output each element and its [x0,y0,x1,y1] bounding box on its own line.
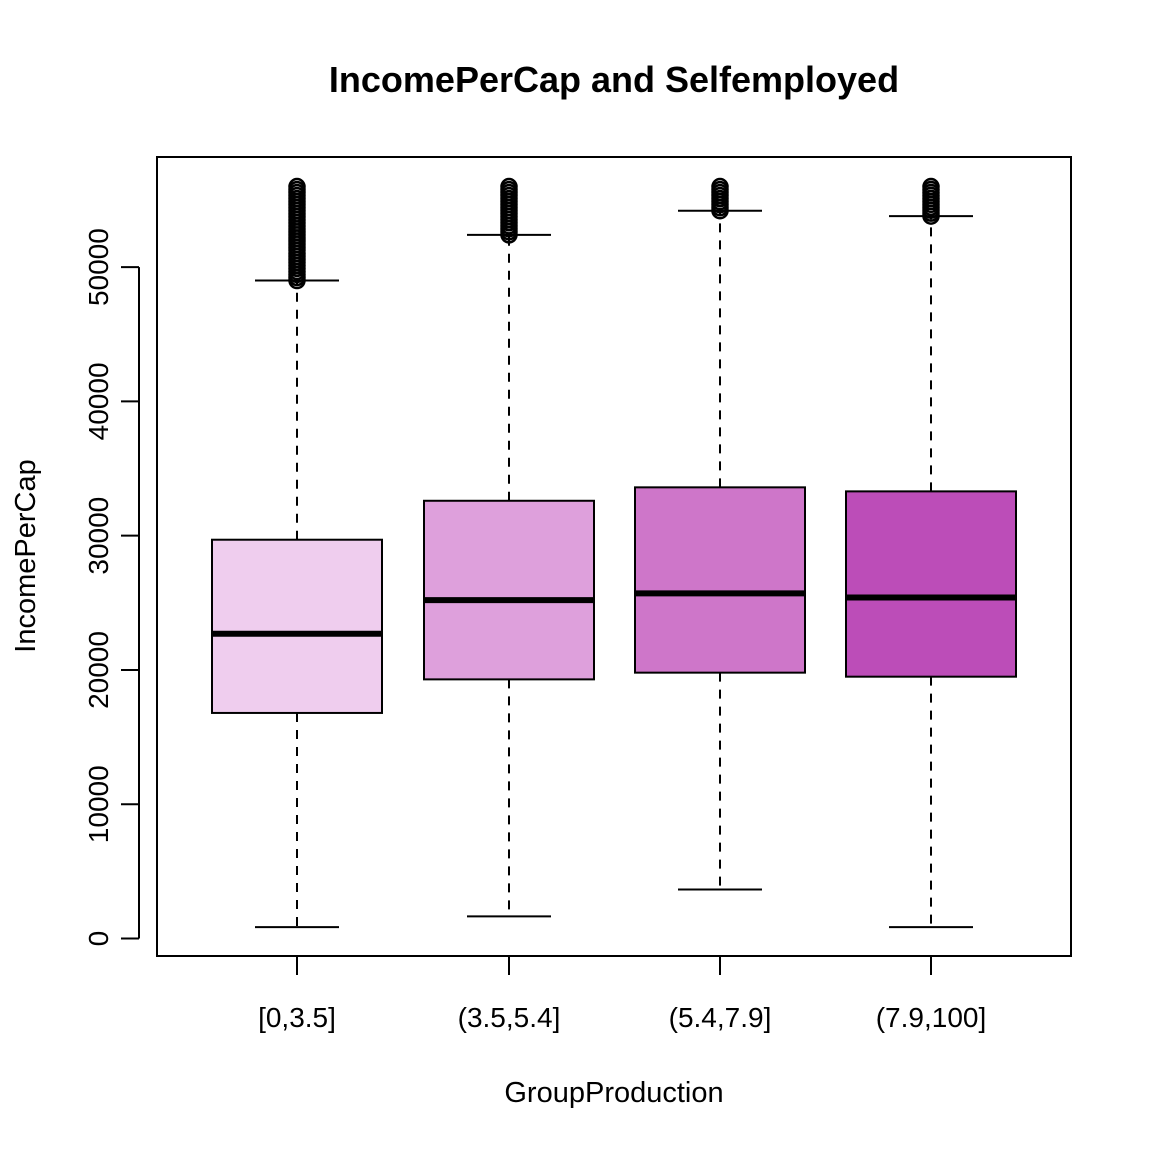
y-tick-label: 40000 [83,362,114,440]
box-2 [423,177,595,918]
x-tick-label: [0,3.5] [258,1002,336,1033]
y-tick-label: 30000 [83,497,114,575]
y-tick-label: 50000 [83,228,114,306]
x-axis: [0,3.5] (3.5,5.4] (5.4,7.9] (7.9,100] [258,956,986,1033]
outlier-point [500,177,518,196]
iqr-box [211,538,383,714]
y-axis: 0 10000 20000 30000 40000 50000 [83,228,140,947]
iqr-box [423,499,595,681]
chart-title: IncomePerCap and Selfemployed [329,59,899,100]
outlier-point [288,177,306,196]
y-axis-label: IncomePerCap [10,459,42,652]
iqr-box [845,490,1017,678]
x-tick-label: (7.9,100] [876,1002,987,1033]
box-3 [634,177,806,891]
y-tick-label: 20000 [83,631,114,709]
x-tick-label: (5.4,7.9] [669,1002,772,1033]
box-4 [845,177,1017,929]
x-tick-label: (3.5,5.4] [458,1002,561,1033]
iqr-box [634,486,806,674]
outlier-point [922,177,940,196]
x-axis-label: GroupProduction [504,1077,723,1109]
y-tick-label: 10000 [83,765,114,843]
box-group [211,177,1017,929]
outlier-point [711,177,729,196]
plot-frame [156,156,1072,957]
y-tick-label: 0 [83,931,114,947]
box-1 [211,177,383,929]
